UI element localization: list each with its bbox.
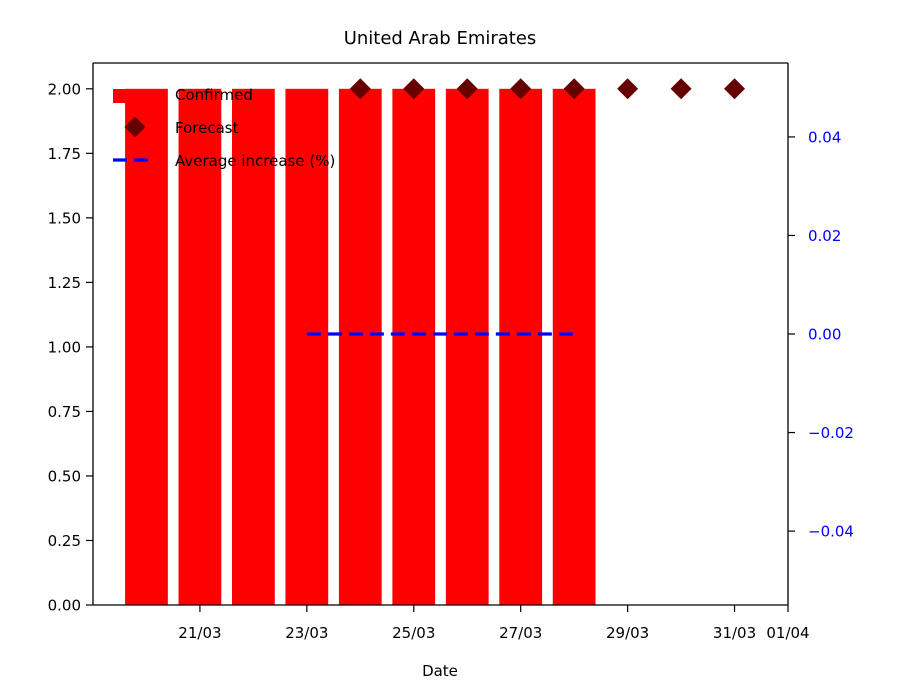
- y-axis-right-ticks: −0.04 −0.02 0.00 0.02 0.04: [788, 128, 854, 541]
- legend-label-confirmed: Confirmed: [175, 86, 253, 104]
- y-tick-label: 0.75: [48, 403, 81, 421]
- y-right-tick-label: 0.00: [808, 326, 841, 344]
- legend-label-forecast: Forecast: [175, 119, 239, 137]
- x-tick-label: 25/03: [392, 624, 435, 642]
- y-right-tick-label: 0.04: [808, 128, 841, 146]
- y-tick-label: 1.00: [48, 338, 81, 356]
- y-tick-label: 0.25: [48, 532, 81, 550]
- y-right-tick-label: −0.04: [808, 523, 854, 541]
- forecast-marker: [510, 78, 532, 100]
- confirmed-bars: [125, 88, 596, 606]
- forecast-marker: [403, 78, 425, 100]
- x-tick-label: 31/03: [713, 624, 756, 642]
- bar: [338, 88, 382, 606]
- y-axis-ticks: 0.00 0.25 0.50 0.75 1.00 1.25 1.50 1.75 2.00: [48, 80, 93, 615]
- forecast-markers: [349, 78, 746, 100]
- y-tick-label: 1.25: [48, 274, 81, 292]
- x-axis-ticks: 21/03 23/03 25/03 27/03 29/03 31/03 01/04: [178, 605, 810, 642]
- bar: [232, 88, 275, 606]
- x-tick-label: 29/03: [606, 624, 649, 642]
- y-tick-label: 1.75: [48, 145, 81, 163]
- chart-title: United Arab Emirates: [344, 28, 537, 49]
- y-tick-label: 0.50: [48, 467, 81, 485]
- bar: [125, 88, 168, 606]
- y-right-tick-label: −0.02: [808, 424, 854, 442]
- legend-swatch-forecast: [124, 116, 146, 138]
- legend-label-average-increase: Average increase (%): [175, 152, 335, 170]
- x-tick-label: 23/03: [285, 624, 328, 642]
- forecast-marker: [563, 78, 585, 100]
- legend-swatch-confirmed: [113, 89, 155, 103]
- x-tick-label: 01/04: [766, 624, 809, 642]
- bar: [552, 88, 596, 606]
- x-axis-title: Date: [422, 662, 458, 680]
- bar: [285, 88, 329, 606]
- bar: [499, 88, 543, 606]
- forecast-marker: [617, 78, 639, 100]
- forecast-marker: [456, 78, 478, 100]
- y-tick-label: 2.00: [48, 80, 81, 98]
- bar: [392, 88, 436, 606]
- y-tick-label: 0.00: [48, 597, 81, 615]
- forecast-marker: [724, 78, 746, 100]
- x-tick-label: 21/03: [178, 624, 221, 642]
- forecast-marker: [670, 78, 692, 100]
- y-tick-label: 1.50: [48, 209, 81, 227]
- bar: [445, 88, 489, 606]
- bar: [178, 88, 222, 606]
- x-tick-label: 27/03: [499, 624, 542, 642]
- y-right-tick-label: 0.02: [808, 227, 841, 245]
- legend: Confirmed Forecast Average increase (%): [113, 86, 335, 170]
- forecast-marker: [349, 78, 371, 100]
